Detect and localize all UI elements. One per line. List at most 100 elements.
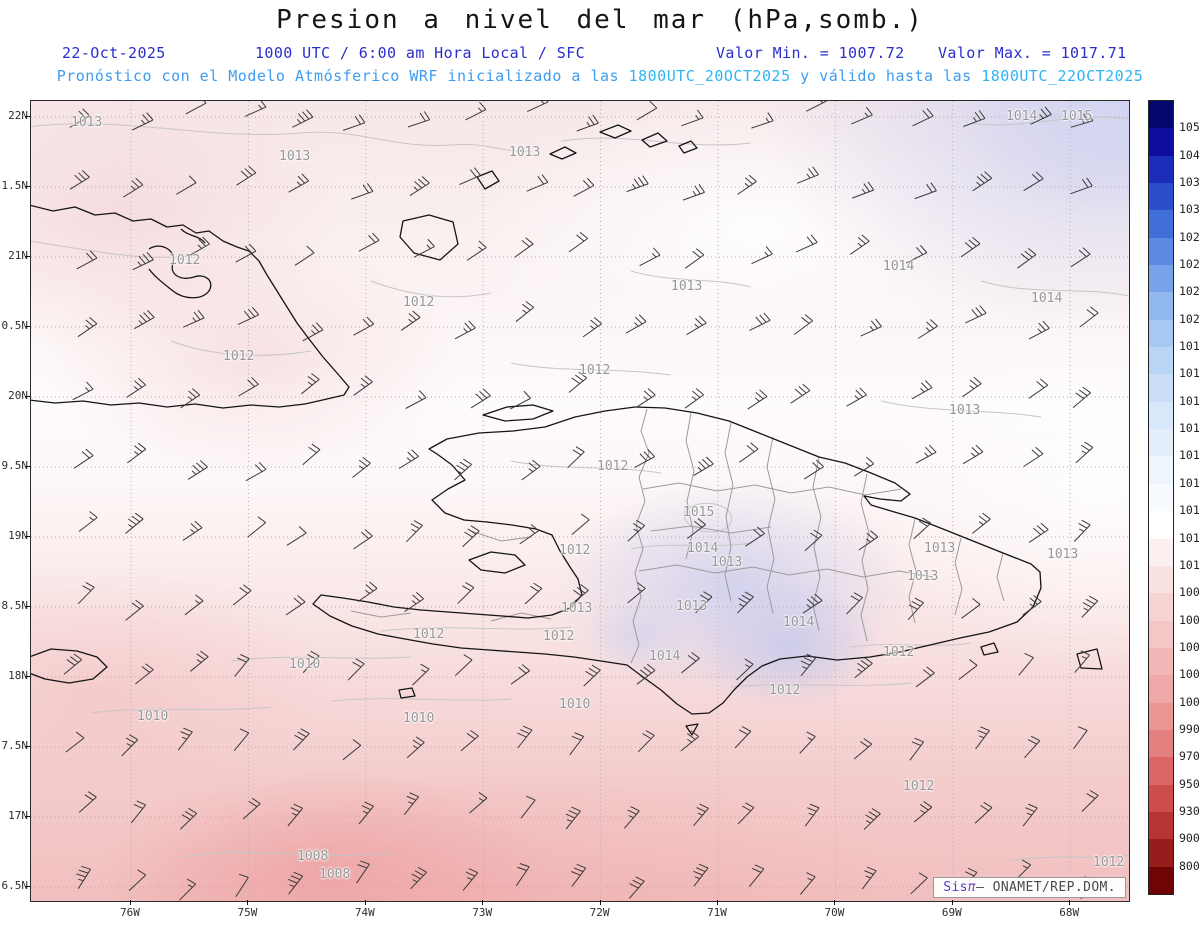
colorbar-segment (1149, 401, 1173, 430)
colorbar-tick-label: 930 (1179, 803, 1200, 818)
lat-axis-label: 1.5N (1, 179, 29, 192)
contour-label: 1010 (403, 711, 435, 726)
contour-label: 1008 (319, 867, 351, 882)
contour-label: 1012 (543, 629, 575, 644)
gonave-island (468, 551, 526, 574)
gridlines (31, 101, 1129, 901)
contour-label: 1014 (883, 259, 915, 274)
contour-label: 1010 (289, 657, 321, 672)
credit-box: Sisπ– ONAMET/REP.DOM. (933, 877, 1126, 898)
ile-a-vache (398, 687, 416, 699)
lon-axis-label: 75W (237, 906, 258, 919)
contour-label: 1012 (403, 295, 435, 310)
lon-tick (247, 900, 249, 905)
contour-label: 1013 (907, 569, 939, 584)
contour-label: 1015 (683, 505, 715, 520)
colorbar-segment (1149, 647, 1173, 676)
contour-label: 1012 (559, 543, 591, 558)
lon-axis-label: 73W (472, 906, 493, 919)
colorbar-segment (1149, 319, 1173, 348)
colorbar-segment (1149, 374, 1173, 402)
contour-label: 1012 (903, 779, 935, 794)
colorbar-tick-label: 990 (1179, 721, 1200, 736)
colorbar-tick-label: 950 (1179, 776, 1200, 791)
colorbar-segment (1149, 128, 1173, 156)
tortue-island (482, 404, 554, 422)
colorbar-segment (1149, 757, 1173, 785)
colorbar-segment (1149, 155, 1173, 184)
colorbar-segment (1149, 210, 1173, 238)
lat-axis-label: 6.5N (1, 879, 29, 892)
lat-axis-label: 0.5N (1, 319, 29, 332)
contour-label: 1012 (223, 349, 255, 364)
lat-axis-label: 20N (8, 389, 28, 402)
colorbar-tick-label: 1000 (1179, 694, 1200, 709)
cuba-coastline (31, 204, 350, 409)
colorbar-tick-label: 1040 (1179, 147, 1200, 162)
lat-tick (25, 326, 30, 327)
colorbar-segment (1149, 429, 1173, 457)
lon-tick (717, 900, 718, 905)
colorbar-tick-label: 1006 (1179, 612, 1200, 627)
contour-label: 1013 (676, 599, 708, 614)
lon-axis-label: 68W (1059, 906, 1080, 919)
colorbar-tick-label: 1013 (1179, 503, 1200, 518)
lon-axis-label: 72W (589, 906, 610, 919)
contour-label: 1014 (1031, 291, 1063, 306)
max-value-label: Valor Max. = 1017.71 (938, 44, 1127, 62)
great-inagua-island (399, 214, 459, 261)
contour-label: 1013 (279, 149, 311, 164)
colorbar-tick-label: 1050 (1179, 120, 1200, 135)
colorbar-segment (1149, 620, 1173, 648)
isobar-contours (31, 116, 1129, 862)
lat-tick (25, 816, 30, 817)
colorbar-segment (1149, 811, 1173, 840)
colorbar-tick-label: 1019 (1179, 339, 1200, 354)
valid-timestamp: 1800UTC_22OCT2025 (981, 67, 1144, 85)
colorbar-tick-label: 1030 (1179, 202, 1200, 217)
colorbar-segment (1149, 101, 1173, 129)
colorbar-segment (1149, 702, 1173, 730)
contour-label: 1012 (883, 645, 915, 660)
credit-org: – ONAMET/REP.DOM. (976, 880, 1116, 895)
colorbar-tick-label: 1002 (1179, 667, 1200, 682)
lon-tick (364, 900, 366, 905)
page-title: Presion a nivel del mar (hPa,somb.) (276, 5, 924, 35)
lat-axis-label: 9.5N (1, 459, 29, 472)
contour-label: 1012 (579, 363, 611, 378)
colorbar-tick-label: 1018 (1179, 366, 1200, 381)
small-islands-east (980, 642, 1103, 670)
contour-label: 1013 (949, 403, 981, 418)
colorbar-tick-label: 1008 (1179, 585, 1200, 600)
lat-tick (25, 886, 30, 887)
map-area: 1013 1013 1013 1014 1015 1012 1014 1013 1014 1012… (30, 100, 1130, 902)
colorbar-tick-label: 1020 (1179, 311, 1200, 326)
colorbar-tick-label: 900 (1179, 831, 1200, 846)
colorbar-tick-label: 800 (1179, 858, 1200, 873)
contour-label: 1008 (297, 849, 329, 864)
lat-tick (25, 676, 30, 677)
lon-tick (951, 900, 953, 905)
colorbar-segment (1149, 675, 1173, 703)
min-value-label: Valor Min. = 1007.72 (716, 44, 905, 62)
contour-label: 1013 (671, 279, 703, 294)
colorbar-segment (1149, 292, 1173, 320)
contour-label: 1013 (509, 145, 541, 160)
lat-tick (25, 256, 30, 257)
lat-axis-label: 8.5N (1, 599, 29, 612)
init-timestamp: 1800UTC_20OCT2025 (628, 67, 791, 85)
colorbar (1148, 100, 1174, 895)
contour-label: 1013 (561, 601, 593, 616)
lon-axis-label: 74W (354, 906, 375, 919)
colorbar-segment (1149, 593, 1173, 621)
colorbar-tick-label: 1014 (1179, 475, 1200, 490)
valid-time-label: 1000 UTC / 6:00 am Hora Local / SFC (255, 44, 586, 62)
province-borders (350, 408, 1005, 664)
wind-barbs (63, 101, 1099, 901)
jamaica-coastline (31, 648, 108, 684)
lat-tick (25, 396, 30, 397)
contour-label: 1014 (783, 615, 815, 630)
lon-axis-label: 76W (120, 906, 140, 919)
contour-label: 1013 (711, 555, 743, 570)
colorbar-segment (1149, 538, 1173, 566)
